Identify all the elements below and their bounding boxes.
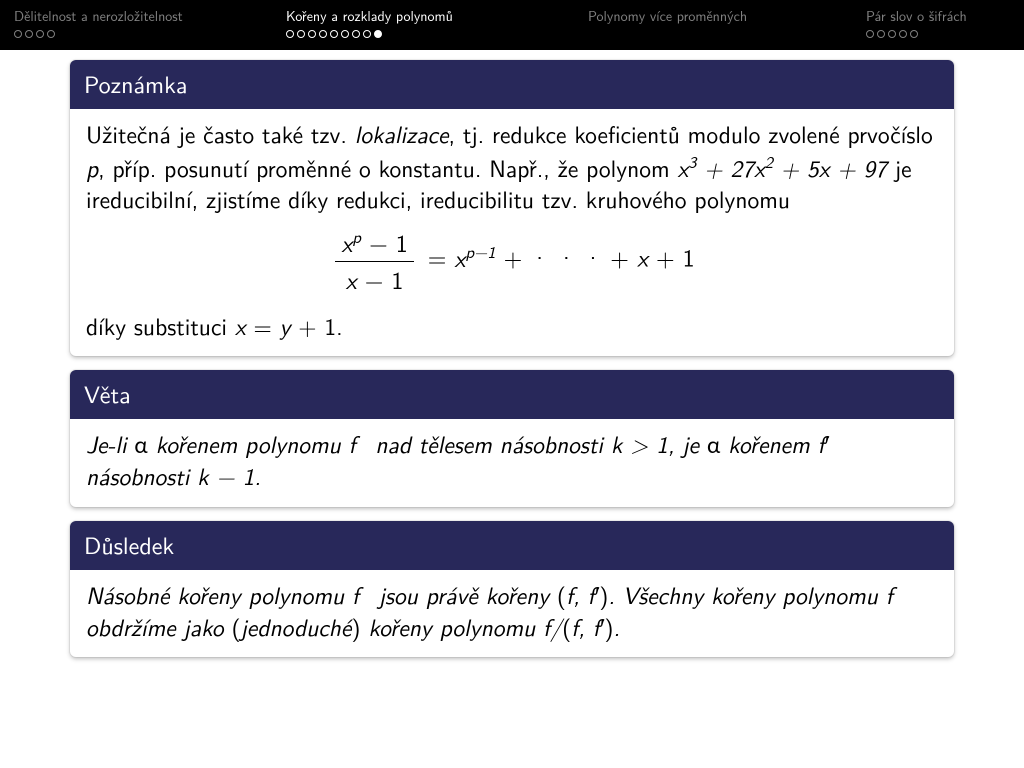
nav-bar: Dělitelnost a nerozložitelnost Kořeny a r… [0, 0, 1024, 50]
block-poznamka: Poznámka Užitečná je často také tzv. lok… [70, 60, 954, 356]
math-rhs: = xp−1 + · · · + x + 1 [428, 240, 695, 275]
progress-dot[interactable] [47, 30, 55, 38]
text-italic: lokalizace [355, 117, 449, 151]
nav-label[interactable]: Polynomy více proměnných [588, 6, 747, 26]
nav-section[interactable]: Kořeny a rozklady polynomů [286, 0, 453, 38]
progress-dot[interactable] [25, 30, 33, 38]
block-veta-title: Věta [70, 370, 954, 419]
fraction: xp − 1 x − 1 [335, 226, 413, 297]
block-poznamka-title: Poznámka [70, 60, 954, 109]
progress-dot[interactable] [319, 30, 327, 38]
block-veta: Věta Je-li α kořenem polynomu f nad těle… [70, 370, 954, 506]
text: , tj. redukce koeficientů modulo zvolené… [449, 117, 933, 151]
nav-section[interactable]: Dělitelnost a nerozložitelnost [14, 0, 183, 38]
nav-label[interactable]: Dělitelnost a nerozložitelnost [14, 6, 183, 26]
math-poly: x3 + 27x2 + 5x + 97 [678, 151, 888, 185]
block-dusledek: Důsledek Násobné kořeny polynomu f jsou … [70, 521, 954, 657]
block-dusledek-body: Násobné kořeny polynomu f jsou právě koř… [70, 570, 954, 657]
progress-dot[interactable] [910, 30, 918, 38]
progress-dot[interactable] [877, 30, 885, 38]
block-dusledek-title: Důsledek [70, 521, 954, 570]
nav-section[interactable]: Pár slov o šifrách [866, 0, 967, 38]
block-poznamka-body: Užitečná je často také tzv. lokalizace, … [70, 109, 954, 356]
text: díky substituci x = y + 1. [86, 309, 343, 343]
display-math: xp − 1 x − 1 = xp−1 + · · · + x + 1 [86, 226, 938, 297]
progress-dot[interactable] [363, 30, 371, 38]
progress-dot[interactable] [888, 30, 896, 38]
progress-dot[interactable] [352, 30, 360, 38]
nav-label[interactable]: Pár slov o šifrách [866, 6, 967, 26]
progress-dot[interactable] [374, 30, 382, 38]
text: Užitečná je často také tzv. [86, 117, 355, 151]
nav-section[interactable]: Polynomy více proměnných [588, 0, 747, 26]
progress-dot[interactable] [14, 30, 22, 38]
progress-dot[interactable] [286, 30, 294, 38]
progress-dot[interactable] [341, 30, 349, 38]
progress-dot[interactable] [330, 30, 338, 38]
nav-label[interactable]: Kořeny a rozklady polynomů [286, 6, 453, 26]
progress-dot[interactable] [297, 30, 305, 38]
progress-dot[interactable] [36, 30, 44, 38]
math-p: p [86, 151, 98, 185]
nav-progress-dots [866, 30, 967, 38]
nav-progress-dots [14, 30, 183, 38]
text: , příp. posunutí proměnné o konstantu. N… [98, 151, 677, 185]
progress-dot[interactable] [308, 30, 316, 38]
block-veta-body: Je-li α kořenem polynomu f nad tělesem n… [70, 419, 954, 506]
progress-dot[interactable] [899, 30, 907, 38]
slide-body: Poznámka Užitečná je často také tzv. lok… [0, 50, 1024, 657]
progress-dot[interactable] [866, 30, 874, 38]
nav-progress-dots [286, 30, 453, 38]
